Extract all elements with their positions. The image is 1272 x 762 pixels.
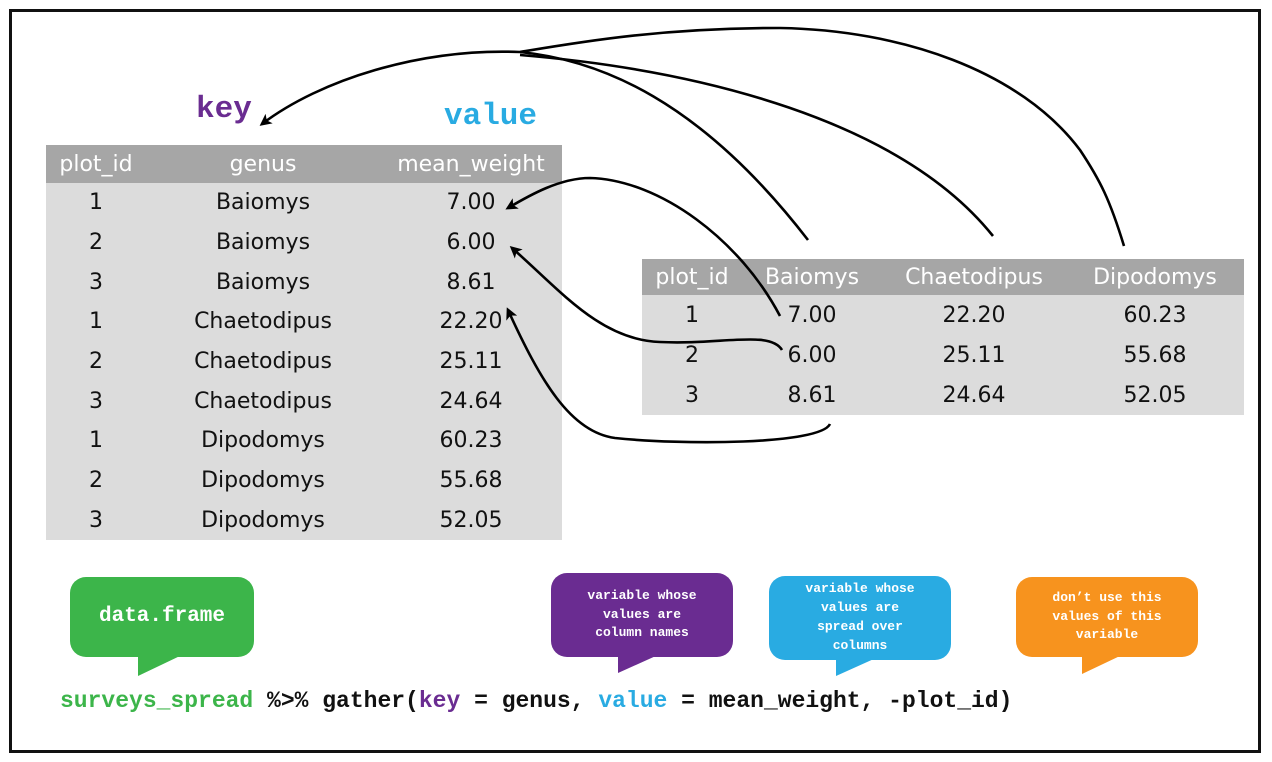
- long-table-header-row: plot_id genus mean_weight: [46, 145, 562, 183]
- wide-format-table: plot_id Baiomys Chaetodipus Dipodomys 1 7…: [642, 259, 1244, 415]
- wide-cell-chaetodipus: 22.20: [942, 302, 1006, 328]
- wide-cell-plot-id: 1: [685, 302, 699, 328]
- long-cell-plot-id: 2: [89, 230, 103, 256]
- gather-code-line: surveys_spread %>% gather(key = genus, v…: [60, 688, 1012, 714]
- wide-cell-plot-id: 3: [685, 382, 699, 408]
- long-cell-plot-id: 3: [89, 388, 103, 414]
- long-table-row: 3 Dipodomys 52.05: [46, 501, 562, 541]
- long-table-row: 2 Dipodomys 55.68: [46, 461, 562, 501]
- long-cell-plot-id: 2: [89, 468, 103, 494]
- value-description-bubble: variable whose values are spread over co…: [769, 576, 951, 660]
- wide-header-baiomys: Baiomys: [742, 259, 882, 295]
- long-header-genus: genus: [146, 145, 380, 183]
- key-label: key: [196, 92, 252, 127]
- code-dataframe-name: surveys_spread: [60, 688, 254, 714]
- key-desc-line: variable whose: [587, 587, 697, 603]
- wide-table-row: 1 7.00 22.20 60.23: [642, 295, 1244, 335]
- wide-cell-baiomys: 6.00: [787, 342, 837, 368]
- long-cell-genus: Chaetodipus: [194, 309, 332, 335]
- value-desc-line: variable whose: [805, 581, 915, 597]
- long-cell-plot-id: 1: [89, 190, 103, 216]
- ignore-desc-line: variable: [1075, 627, 1139, 643]
- long-cell-genus: Chaetodipus: [194, 349, 332, 375]
- long-cell-mean-weight: 60.23: [439, 428, 503, 454]
- long-table-row: 1 Chaetodipus 22.20: [46, 302, 562, 342]
- long-format-table: plot_id genus mean_weight 1 Baiomys 7.00 2 B…: [46, 145, 562, 541]
- long-cell-plot-id: 3: [89, 507, 103, 533]
- value-desc-line: columns: [832, 637, 888, 653]
- wide-cell-chaetodipus: 24.64: [942, 382, 1006, 408]
- wide-table-row: 2 6.00 25.11 55.68: [642, 335, 1244, 375]
- long-table-row: 2 Baiomys 6.00: [46, 223, 562, 263]
- long-cell-genus: Chaetodipus: [194, 388, 332, 414]
- ignore-desc-line: values of this: [1052, 608, 1162, 624]
- long-cell-mean-weight: 52.05: [439, 507, 503, 533]
- wide-cell-dipodomys: 55.68: [1123, 342, 1187, 368]
- long-cell-plot-id: 1: [89, 309, 103, 335]
- arrow-600-to-long: [509, 246, 784, 351]
- long-cell-plot-id: 2: [89, 349, 103, 375]
- key-desc-line: column names: [595, 625, 689, 641]
- ignore-desc-line: don’t use this: [1052, 589, 1162, 605]
- wide-cell-baiomys: 8.61: [787, 382, 837, 408]
- long-cell-mean-weight: 22.20: [439, 309, 503, 335]
- long-cell-genus: Baiomys: [215, 190, 311, 216]
- long-table-row: 3 Baiomys 8.61: [46, 262, 562, 302]
- long-table-row: 1 Dipodomys 60.23: [46, 421, 562, 461]
- long-cell-genus: Baiomys: [215, 269, 311, 295]
- code-genus-arg: = genus,: [460, 688, 599, 714]
- code-pipe-gather: %>% gather(: [253, 688, 419, 714]
- data-frame-bubble-text: data.frame: [98, 604, 226, 628]
- arrow-700-to-long: [505, 176, 782, 317]
- wide-cell-baiomys: 7.00: [787, 302, 837, 328]
- long-table-row: 1 Baiomys 7.00: [46, 183, 562, 223]
- long-header-mean-weight: mean_weight: [380, 145, 562, 183]
- wide-table-row: 3 8.61 24.64 52.05: [642, 375, 1244, 415]
- long-cell-mean-weight: 25.11: [439, 349, 503, 375]
- arrow-baiomys-to-key: [259, 50, 810, 241]
- long-cell-plot-id: 1: [89, 428, 103, 454]
- diagram-frame: [9, 9, 1261, 753]
- long-cell-genus: Dipodomys: [201, 468, 325, 494]
- long-cell-mean-weight: 55.68: [439, 468, 503, 494]
- wide-header-chaetodipus: Chaetodipus: [882, 259, 1066, 295]
- long-header-plot-id: plot_id: [46, 145, 146, 183]
- long-table-row: 3 Chaetodipus 24.64: [46, 381, 562, 421]
- long-cell-plot-id: 3: [89, 269, 103, 295]
- wide-cell-plot-id: 2: [685, 342, 699, 368]
- long-cell-mean-weight: 24.64: [439, 388, 503, 414]
- key-desc-line: values are: [602, 606, 681, 622]
- code-key-arg: key: [418, 688, 461, 714]
- wide-header-dipodomys: Dipodomys: [1066, 259, 1244, 295]
- code-mean-weight-arg: = mean_weight, -plot_id): [667, 688, 1013, 714]
- ignore-description-bubble: don’t use this values of this variable: [1016, 577, 1198, 657]
- long-cell-genus: Baiomys: [215, 230, 311, 256]
- wide-cell-chaetodipus: 25.11: [942, 342, 1006, 368]
- wide-cell-dipodomys: 52.05: [1123, 382, 1187, 408]
- long-table-row: 2 Chaetodipus 25.11: [46, 342, 562, 382]
- long-cell-genus: Dipodomys: [201, 428, 325, 454]
- data-frame-bubble: data.frame: [70, 577, 254, 657]
- code-value-arg: value: [598, 688, 668, 714]
- value-desc-line: spread over: [817, 619, 903, 634]
- long-cell-mean-weight: 6.00: [446, 230, 496, 256]
- value-desc-line: values are: [820, 600, 899, 616]
- wide-header-plot-id: plot_id: [642, 259, 742, 295]
- arrow-861-to-long: [506, 307, 832, 444]
- key-description-bubble: variable whose values are column names: [551, 573, 733, 657]
- long-cell-mean-weight: 7.00: [446, 190, 496, 216]
- arrow-chaetodipus-to-key: [519, 53, 995, 237]
- wide-table-header-row: plot_id Baiomys Chaetodipus Dipodomys: [642, 259, 1244, 295]
- value-label: value: [444, 99, 538, 134]
- wide-cell-dipodomys: 60.23: [1123, 302, 1187, 328]
- arrow-dipodomys-to-key: [519, 26, 1126, 247]
- long-cell-genus: Dipodomys: [201, 507, 325, 533]
- long-cell-mean-weight: 8.61: [446, 269, 496, 295]
